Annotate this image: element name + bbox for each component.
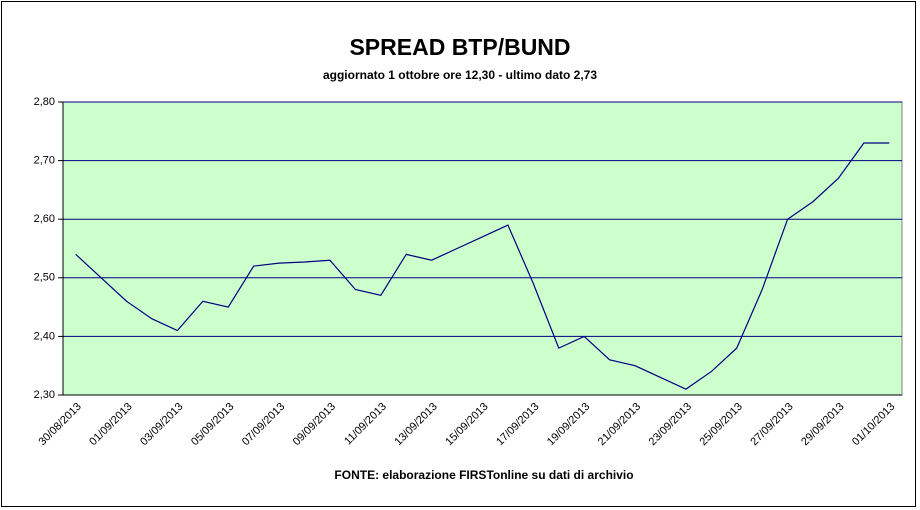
plot-area — [62, 101, 903, 396]
source-note: FONTE: elaborazione FIRSTonline su dati … — [334, 468, 633, 482]
y-tick-label: 2,30 — [34, 389, 55, 401]
y-tick-label: 2,60 — [34, 213, 55, 225]
y-tick-label: 2,80 — [34, 96, 55, 108]
y-tick-label: 2,70 — [34, 155, 55, 167]
y-tick-label: 2,40 — [34, 330, 55, 342]
chart-title: SPREAD BTP/BUND — [349, 34, 570, 60]
chart-subtitle: aggiornato 1 ottobre ore 12,30 - ultimo … — [323, 68, 597, 82]
data-line — [75, 142, 890, 390]
y-tick-label: 2,50 — [34, 272, 55, 284]
